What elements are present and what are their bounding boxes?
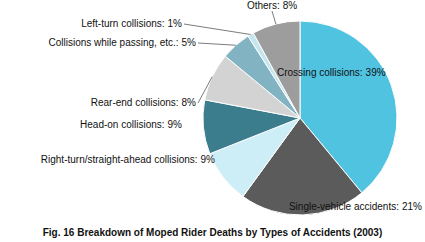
data-label: Rear-end collisions:8% — [91, 97, 196, 108]
label-value: 1% — [168, 18, 183, 29]
data-label: Collisions while passing, etc.: 5% — [48, 37, 196, 48]
chart: Crossing collisions:39% Single-vehicle ac… — [0, 0, 425, 242]
label-value: 5% — [182, 37, 197, 48]
data-label: Head-on collisions:9% — [80, 119, 182, 130]
label-category: Head-on collisions: — [80, 119, 165, 130]
leader-line — [198, 43, 236, 45]
leader-lines — [184, 11, 276, 103]
data-label: Left-turn collisions: 1% — [81, 18, 182, 29]
label-value: 9% — [201, 154, 216, 165]
label-category: Crossing collisions: — [277, 67, 363, 78]
label-category: Others: — [247, 0, 280, 11]
data-label: Others:8% — [247, 0, 297, 11]
data-labels: Crossing collisions:39% Single-vehicle ac… — [41, 0, 422, 212]
leader-line — [184, 24, 251, 35]
label-category: Single-vehicle accidents: — [289, 201, 399, 212]
pie — [203, 21, 397, 215]
label-value: 9% — [168, 119, 183, 130]
label-category: Rear-end collisions: — [91, 97, 179, 108]
leader-line — [272, 11, 276, 24]
title: Fig. 16 Breakdown of Moped Rider Deaths … — [43, 227, 383, 238]
label-value: 21% — [402, 201, 422, 212]
data-label: Right-turn/straight-ahead collisions:9% — [41, 154, 215, 165]
label-value: 39% — [366, 67, 386, 78]
label-category: Right-turn/straight-ahead collisions: — [41, 154, 198, 165]
label-value: 8% — [182, 97, 197, 108]
label-category: Left-turn collisions: — [81, 18, 164, 29]
label-value: 8% — [283, 0, 298, 11]
data-label: Single-vehicle accidents:21% — [289, 201, 422, 212]
data-label: Crossing collisions:39% — [277, 67, 386, 78]
leader-line — [198, 77, 212, 103]
label-category: Collisions while passing, etc.: — [48, 37, 178, 48]
